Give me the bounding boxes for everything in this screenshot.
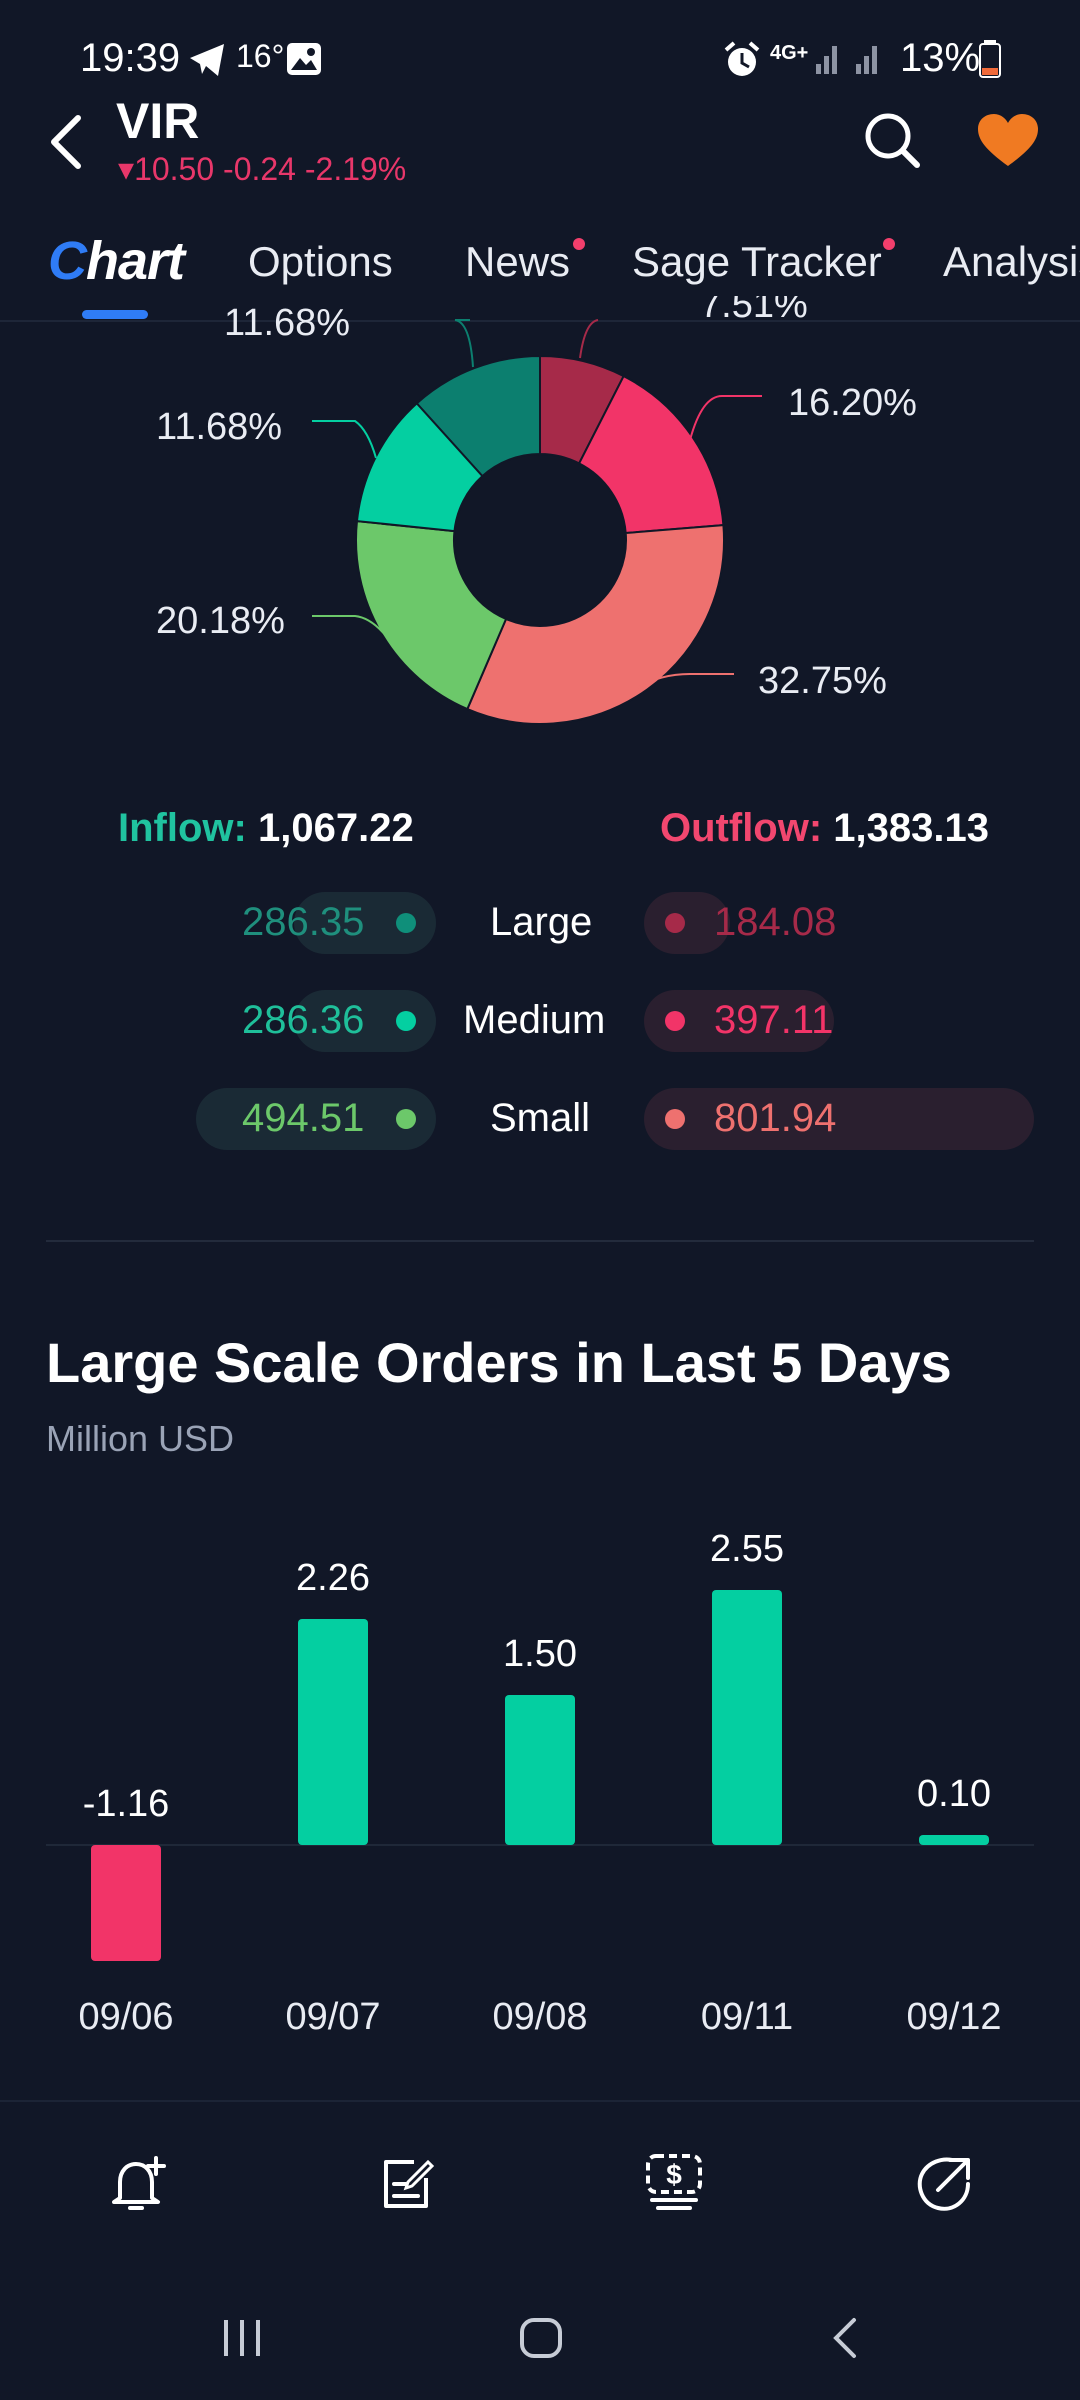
small-outflow-bar: [644, 1088, 1034, 1150]
back-nav-icon[interactable]: [826, 2314, 866, 2362]
donut-label-large-out-text: 7.51%: [700, 296, 808, 326]
svg-text:$: $: [666, 2159, 682, 2190]
donut-label-small-in: 20.18%: [156, 600, 285, 642]
signal-icon: [816, 46, 877, 74]
large-inflow-value: 286.35: [242, 900, 365, 944]
back-icon[interactable]: [46, 112, 86, 172]
tab-divider: [0, 320, 1080, 322]
bar-value-label: -1.16: [82, 1783, 170, 1825]
tab-chart-initial: C: [48, 231, 87, 291]
donut-label-medium-out: 16.20%: [788, 382, 917, 424]
section-divider: [46, 1240, 1034, 1242]
bar-09-11: [712, 1590, 782, 1845]
medium-outflow-value: 397.11: [714, 998, 834, 1042]
medium-outflow-dot: [665, 1011, 685, 1031]
note-icon[interactable]: [374, 2152, 438, 2216]
leader-line-medium-out: [689, 395, 762, 441]
alert-add-icon[interactable]: [106, 2152, 170, 2216]
telegram-icon: [190, 44, 224, 76]
down-arrow-icon: ▾: [118, 151, 135, 187]
network-type: 4G+: [770, 42, 809, 64]
tab-sage-tracker[interactable]: Sage Tracker: [632, 238, 882, 285]
tab-chart-rest: hart: [86, 231, 185, 291]
large-outflow-bar: [644, 892, 730, 954]
search-icon[interactable]: [862, 110, 922, 170]
x-axis-label: 09/08: [492, 1996, 588, 2038]
bar-09-06: [91, 1845, 161, 1961]
large-inflow-dot: [396, 913, 416, 933]
tab-chart[interactable]: Chart: [48, 230, 185, 292]
bottom-divider: [0, 2100, 1080, 2102]
heart-icon[interactable]: [976, 112, 1040, 170]
medium-inflow-dot: [396, 1011, 416, 1031]
quote-text: 10.50 -0.24 -2.19%: [134, 151, 407, 187]
donut-slice-small-outflow: [466, 524, 725, 725]
donut-label-large-out: 7.51%: [700, 296, 808, 332]
bar-value-label: 0.10: [917, 1773, 991, 1815]
leader-line-large-out: [579, 319, 599, 359]
donut-chart: [312, 319, 762, 725]
bar-chart: [46, 1590, 1034, 1961]
news-badge: [573, 238, 585, 250]
inflow-value: 1,067.22: [257, 806, 414, 850]
alarm-icon: [724, 41, 760, 76]
status-temperature: 16°: [236, 38, 285, 74]
bar-value-label: 1.50: [503, 1633, 577, 1675]
recents-icon[interactable]: [218, 2316, 268, 2360]
x-axis-label: 09/06: [78, 1996, 174, 2038]
battery-percent: 13%: [900, 36, 981, 80]
leader-line-small-out: [637, 673, 734, 689]
large-outflow-dot: [665, 913, 685, 933]
bar-09-12: [919, 1835, 989, 1845]
leader-line-medium-in: [312, 420, 377, 459]
inflow-label: Inflow:: [118, 806, 247, 850]
bar-09-08: [505, 1695, 575, 1845]
donut-label-large-in: 11.68%: [224, 302, 351, 344]
x-axis-label: 09/07: [285, 1996, 381, 2038]
small-outflow-dot: [665, 1109, 685, 1129]
leader-line-small-in: [312, 615, 393, 645]
outflow-value: 1,383.13: [833, 806, 989, 850]
ticker-symbol: VIR: [116, 93, 200, 149]
tab-analysis[interactable]: Analysis: [943, 238, 1080, 285]
donut-slice-medium-inflow: [355, 401, 484, 533]
x-axis-label: 09/12: [906, 1996, 1002, 2038]
x-axis-label: 09/11: [700, 1996, 794, 2038]
gallery-icon: [287, 43, 321, 75]
category-medium: Medium: [463, 998, 606, 1042]
inflow-summary: Inflow: 1,067.22: [118, 806, 414, 851]
tab-options[interactable]: Options: [248, 238, 393, 285]
outflow-summary: Outflow: 1,383.13: [660, 806, 989, 851]
leader-line-large-in: [454, 319, 474, 368]
category-large: Large: [490, 900, 593, 944]
bar-value-label: 2.26: [296, 1557, 370, 1599]
small-outflow-value: 801.94: [714, 1096, 837, 1140]
outflow-label: Outflow:: [660, 806, 823, 850]
small-inflow-value: 494.51: [242, 1096, 365, 1140]
section-title: Large Scale Orders in Last 5 Days: [46, 1331, 952, 1394]
section-unit: Million USD: [46, 1418, 235, 1459]
bar-09-07: [298, 1619, 368, 1845]
battery-icon: [979, 40, 1001, 78]
small-inflow-dot: [396, 1109, 416, 1129]
price-quote: ▾10.50 -0.24 -2.19%: [118, 150, 406, 188]
tab-active-indicator: [82, 310, 148, 319]
large-outflow-value: 184.08: [714, 900, 837, 944]
home-icon[interactable]: [518, 2314, 566, 2362]
category-small: Small: [490, 1096, 591, 1140]
medium-inflow-value: 286.36: [242, 998, 365, 1042]
donut-label-medium-in: 11.68%: [156, 406, 283, 448]
donut-label-small-out: 32.75%: [758, 660, 887, 702]
status-time: 19:39: [80, 36, 181, 80]
bar-value-label: 2.55: [710, 1528, 784, 1570]
tab-news[interactable]: News: [465, 238, 571, 285]
donut-slice-small-inflow: [355, 519, 508, 711]
donut-slice-medium-outflow: [577, 374, 725, 535]
trade-icon[interactable]: $: [642, 2150, 706, 2218]
sage-tracker-badge: [883, 238, 895, 250]
share-icon[interactable]: [912, 2152, 976, 2216]
